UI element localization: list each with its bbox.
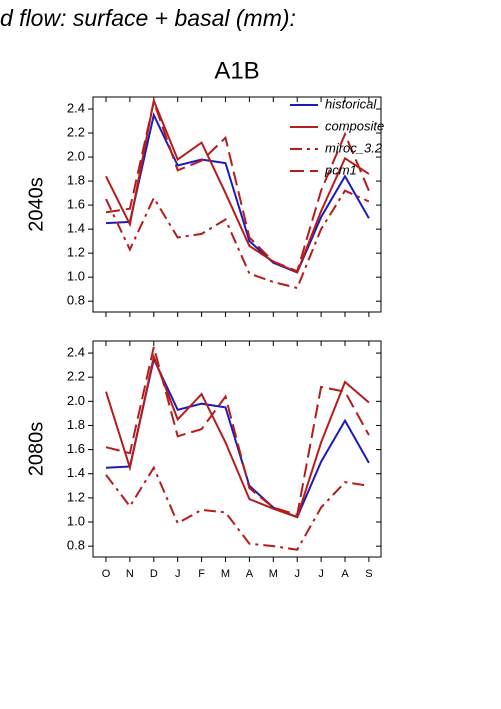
x-tick-label: F (198, 568, 205, 580)
x-tick-label: J (318, 568, 324, 580)
x-tick-label: O (102, 568, 111, 580)
series-line (105, 189, 370, 290)
y-tick-label: 1.0 (67, 269, 85, 284)
series-line (105, 356, 370, 519)
x-tick-label: J (294, 568, 300, 580)
x-tick-label: N (126, 568, 134, 580)
y-tick-label: 1.8 (67, 417, 85, 432)
x-tick-label: M (221, 568, 230, 580)
plot-frame (92, 96, 382, 313)
series-line (105, 346, 370, 517)
y-tick-label: 2.4 (67, 345, 85, 360)
x-tick-label: S (365, 568, 372, 580)
legend-label: historical (325, 96, 377, 111)
series-line (105, 98, 370, 273)
y-tick-label: 1.4 (67, 465, 85, 480)
scenario-title: A1B (214, 57, 259, 84)
x-tick-label: A (341, 568, 349, 580)
x-tick-label: J (175, 568, 181, 580)
y-axis-label: 2080s (25, 422, 47, 477)
x-tick-label: A (246, 568, 254, 580)
y-tick-label: 1.2 (67, 489, 85, 504)
y-tick-label: 1.4 (67, 221, 85, 236)
series-line (105, 111, 370, 274)
y-tick-label: 2.2 (67, 124, 85, 139)
y-tick-label: 2.4 (67, 100, 85, 115)
y-tick-label: 0.8 (67, 293, 85, 308)
x-tick-label: M (269, 568, 278, 580)
y-tick-label: 1.6 (67, 441, 85, 456)
series-line (105, 353, 370, 519)
legend-label: miroc_3.2 (325, 140, 383, 155)
y-tick-label: 1.8 (67, 173, 85, 188)
page-title: d flow: surface + basal (mm): (0, 5, 296, 31)
x-tick-label: D (150, 568, 158, 580)
series-line (105, 465, 370, 551)
y-tick-label: 1.6 (67, 197, 85, 212)
y-tick-label: 0.8 (67, 538, 85, 553)
plot-frame (92, 340, 382, 558)
y-tick-label: 2.0 (67, 393, 85, 408)
legend-label: pcm1 (324, 162, 357, 177)
legend-label: composite (325, 118, 384, 133)
y-tick-label: 2.0 (67, 148, 85, 163)
y-tick-label: 2.2 (67, 369, 85, 384)
y-tick-label: 1.0 (67, 513, 85, 528)
y-axis-label: 2040s (25, 177, 47, 232)
y-tick-label: 1.2 (67, 245, 85, 260)
